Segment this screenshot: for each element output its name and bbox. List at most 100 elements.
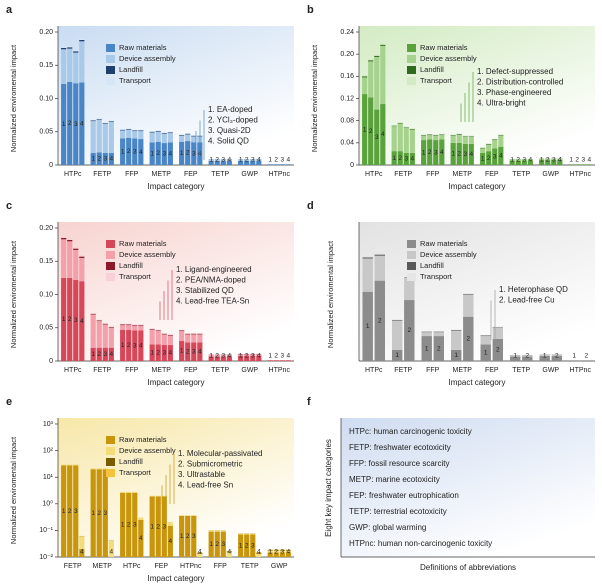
bar-segment xyxy=(132,130,138,132)
annotation: 2. Distribution-controlled xyxy=(477,78,563,87)
bar-label: 3 xyxy=(251,542,255,549)
bar-segment xyxy=(250,533,256,535)
x-tick-label: TETP xyxy=(211,171,229,178)
bar-segment xyxy=(120,129,126,130)
y-tick-label: 0.20 xyxy=(39,225,53,232)
bar-segment xyxy=(267,549,273,551)
bar-segment xyxy=(285,550,291,553)
bar-segment xyxy=(397,122,403,124)
bar-label: 2 xyxy=(584,353,588,360)
bar-segment xyxy=(486,151,492,165)
bar-label: 4 xyxy=(257,157,261,164)
bar-segment xyxy=(214,356,220,361)
bar-segment xyxy=(67,47,73,49)
bar-segment xyxy=(463,293,474,294)
bar-segment xyxy=(179,329,185,331)
bar-label: 2 xyxy=(156,150,160,157)
bar-segment xyxy=(102,153,108,165)
panel-label: c xyxy=(6,200,12,212)
bar-segment xyxy=(61,49,67,84)
bar-label: 1 xyxy=(121,522,125,529)
bar-segment xyxy=(421,331,432,332)
bar-label: 1 xyxy=(91,156,95,163)
x-tick-label: HTPnc xyxy=(570,367,592,374)
bar-label: 1 xyxy=(239,542,243,549)
annotation: 1. Molecular-passivated xyxy=(178,449,262,458)
bar-segment xyxy=(509,159,515,161)
bar-label: 1 xyxy=(239,157,243,164)
x-tick-label: FEP xyxy=(485,367,499,374)
bar-segment xyxy=(220,530,226,532)
bar-segment xyxy=(197,333,203,335)
y-axis-label: Normalized enviromental impact xyxy=(310,44,319,152)
bar-segment xyxy=(191,342,197,361)
y-tick-label: 0.20 xyxy=(340,51,354,58)
bar-segment xyxy=(120,129,126,131)
bar-segment xyxy=(492,327,503,339)
y-axis-label: Normalized enviromental impact xyxy=(9,44,18,152)
bar-segment xyxy=(90,121,96,154)
legend-swatch xyxy=(106,55,115,63)
bar-segment xyxy=(498,146,504,165)
bar-segment xyxy=(67,464,73,466)
bar-label: 2 xyxy=(378,318,382,325)
bar-segment xyxy=(155,496,161,557)
x-tick-label: FETP xyxy=(64,563,82,570)
bar-segment xyxy=(468,135,474,137)
bar-segment xyxy=(427,133,433,135)
bar-segment xyxy=(120,491,126,493)
bar-label: 1 xyxy=(513,353,517,360)
legend-label: Landfill xyxy=(420,261,444,270)
bar-segment xyxy=(96,119,102,153)
bar-label: 3 xyxy=(74,317,78,324)
bar-label: 1 xyxy=(540,157,544,164)
definition: HTPnc: human non-carcinogenic toxicity xyxy=(349,539,492,548)
y-axis-label: Normalized enviromental impact xyxy=(9,240,18,348)
bar-segment xyxy=(61,46,67,48)
bar-segment xyxy=(73,465,79,557)
bar-segment xyxy=(96,119,102,120)
bar-segment xyxy=(244,533,250,535)
legend-label: Landfill xyxy=(119,261,143,270)
bar-label: 2 xyxy=(245,542,249,549)
legend-label: Transport xyxy=(420,272,453,281)
bar-segment xyxy=(90,469,96,557)
bar-segment xyxy=(220,531,226,557)
legend-label: Landfill xyxy=(119,65,143,74)
bar-segment xyxy=(149,142,155,165)
bar-label: 2 xyxy=(555,353,559,360)
bar-label: 2 xyxy=(457,151,461,158)
x-tick-label: HTPnc xyxy=(180,563,202,570)
annotation: 2. PEA/NMA-doped xyxy=(176,276,246,285)
legend-label: Device assembly xyxy=(420,250,477,259)
bar-segment xyxy=(138,330,144,361)
bar-segment xyxy=(279,360,285,361)
bar-segment xyxy=(120,130,126,139)
bar-segment xyxy=(267,164,273,165)
bar-segment xyxy=(462,143,468,165)
bar-segment xyxy=(486,144,492,152)
bar-segment xyxy=(73,279,79,361)
bar-segment xyxy=(214,161,220,165)
bar-segment xyxy=(179,330,185,332)
bar-segment xyxy=(191,135,197,136)
x-tick-label: METP xyxy=(152,367,172,374)
bar-segment xyxy=(551,354,562,357)
bar-segment xyxy=(285,549,291,551)
bar-segment xyxy=(374,254,385,256)
bar-label: 2 xyxy=(546,157,550,164)
bar-segment xyxy=(256,552,262,554)
x-tick-label: FEP xyxy=(485,171,499,178)
bar-segment xyxy=(256,553,262,557)
bar-segment xyxy=(208,161,214,165)
bar-segment xyxy=(67,465,73,557)
bar-label: 3 xyxy=(280,353,284,360)
bar-label: 3 xyxy=(280,157,284,164)
bar-label: 2 xyxy=(245,353,249,360)
bar-label: 2 xyxy=(186,533,190,540)
bar-segment xyxy=(79,257,85,282)
y-tick-label: 0.24 xyxy=(340,29,354,36)
bar-segment xyxy=(267,360,273,361)
bar-segment xyxy=(238,161,244,165)
bar-segment xyxy=(450,135,456,136)
